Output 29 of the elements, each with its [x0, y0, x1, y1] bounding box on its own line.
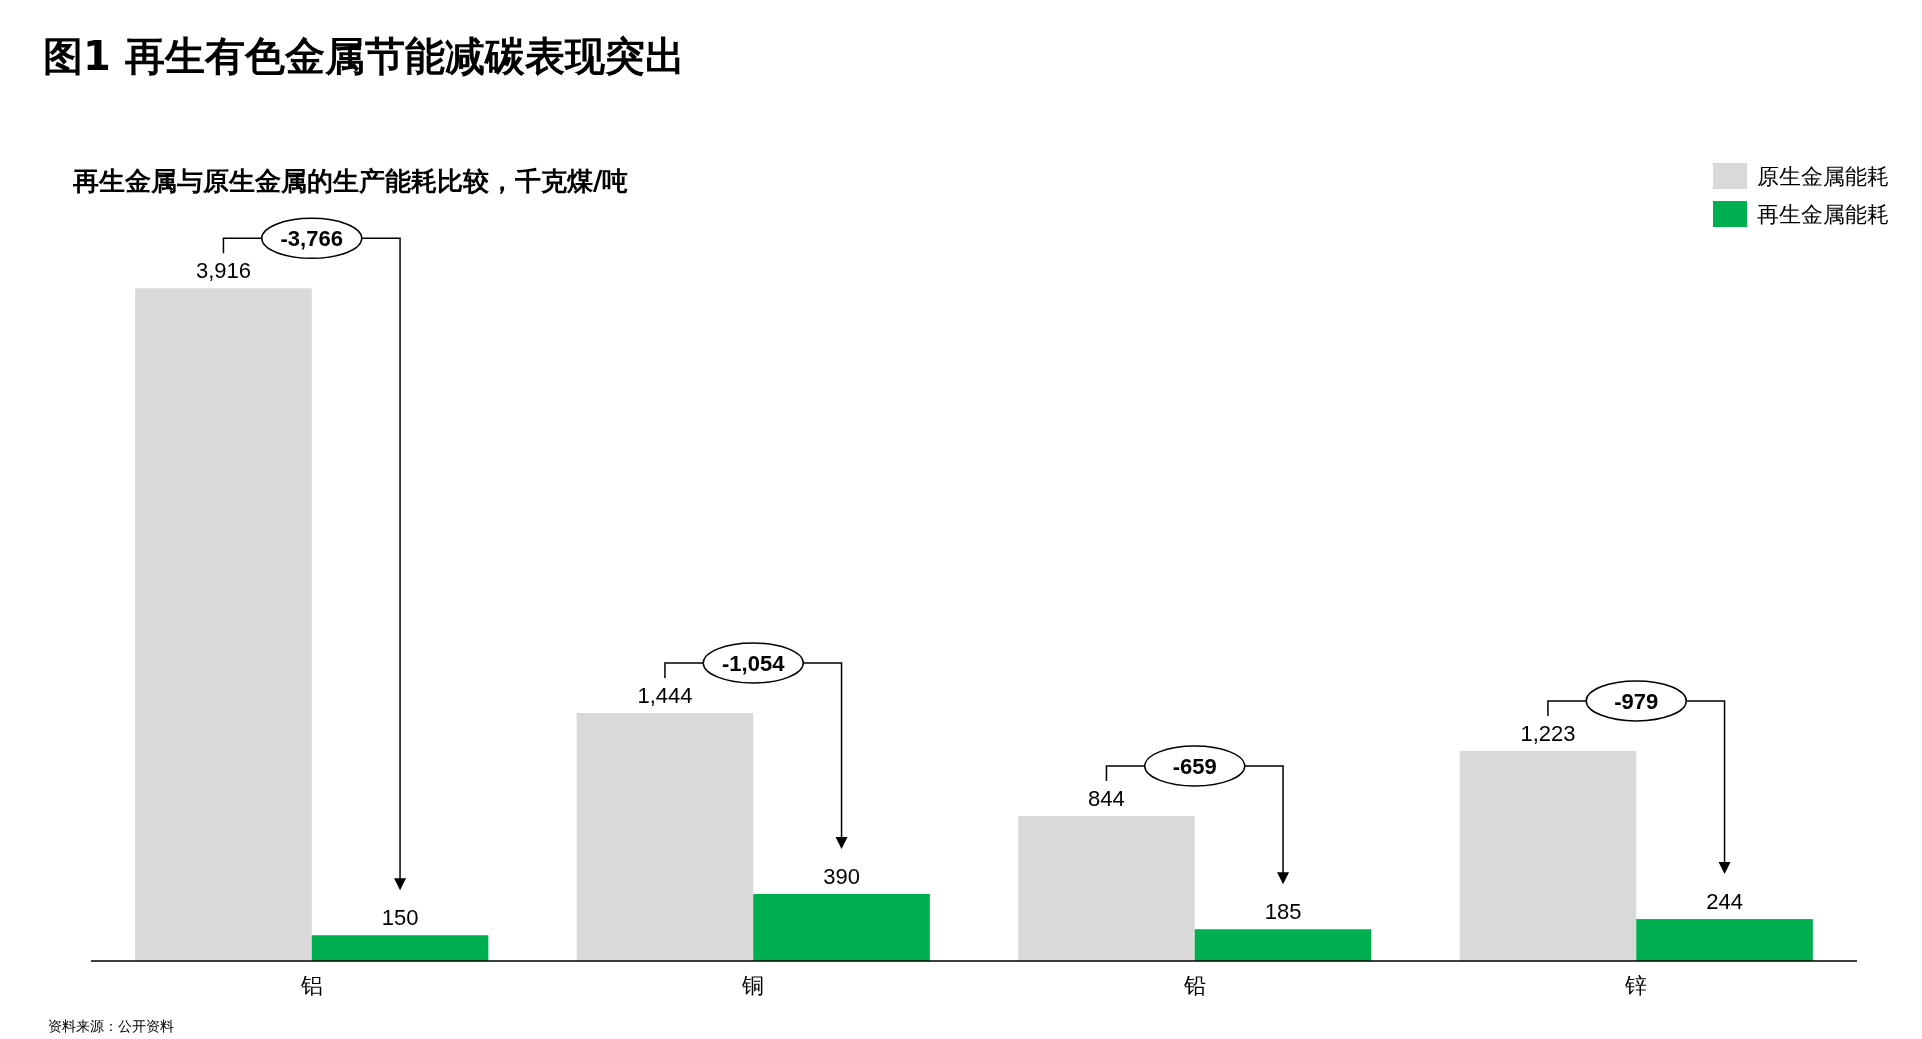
data-label: 844: [1088, 786, 1125, 812]
annotation: -979: [1614, 688, 1659, 714]
legend-label: 原生金属能耗: [1757, 164, 1889, 189]
x-tick-label: 铅: [1182, 973, 1206, 998]
x-tick-label: 锌: [1624, 973, 1648, 998]
bar: [135, 288, 312, 961]
chart-title: 图1 再生有色金属节能减碳表现突出: [43, 33, 685, 79]
annotation: -3,766: [280, 226, 343, 252]
bar: [576, 712, 754, 961]
bar: [311, 935, 489, 961]
legend-label: 再生金属能耗: [1757, 202, 1889, 227]
x-tick-label: 铜: [741, 973, 765, 998]
x-tick-label: 铝: [299, 973, 323, 998]
bar: [1018, 816, 1195, 961]
bar: [1636, 919, 1813, 961]
data-label: 244: [1706, 889, 1743, 915]
chart-subtitle: 再生金属与原生金属的生产能耗比较，千克煤/吨: [72, 166, 629, 196]
data-label: 1,223: [1520, 720, 1576, 746]
data-label: 3,916: [195, 258, 251, 284]
annotation: -659: [1172, 754, 1217, 780]
text: 资料来源：公开资料: [48, 1018, 174, 1034]
data-label: 150: [381, 905, 419, 931]
bar: [1459, 750, 1637, 961]
data-label: 1,444: [637, 682, 693, 708]
bar: [1194, 929, 1372, 961]
bar: [753, 894, 930, 961]
data-label: 185: [1264, 899, 1302, 925]
annotation: -1,054: [722, 650, 786, 676]
data-label: 390: [823, 864, 860, 890]
